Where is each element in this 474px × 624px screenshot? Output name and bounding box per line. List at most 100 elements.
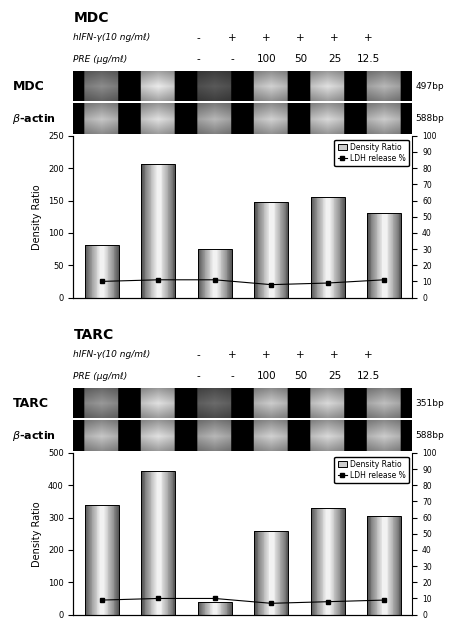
Bar bbox=[199, 249, 200, 298]
Bar bbox=[93, 505, 94, 615]
Bar bbox=[224, 249, 225, 298]
Bar bbox=[170, 163, 171, 298]
Bar bbox=[89, 505, 90, 615]
Bar bbox=[214, 249, 215, 298]
Bar bbox=[337, 197, 338, 298]
Bar bbox=[158, 163, 159, 298]
Bar bbox=[212, 249, 213, 298]
Bar bbox=[92, 505, 93, 615]
Bar bbox=[100, 505, 101, 615]
Bar bbox=[327, 197, 328, 298]
Bar bbox=[367, 516, 401, 615]
Bar bbox=[331, 197, 332, 298]
Bar bbox=[287, 202, 288, 298]
Bar bbox=[163, 163, 164, 298]
Bar bbox=[91, 245, 92, 298]
Bar bbox=[104, 505, 105, 615]
Text: 100: 100 bbox=[257, 371, 276, 381]
Bar bbox=[116, 505, 117, 615]
Bar bbox=[285, 530, 286, 615]
Bar bbox=[281, 202, 282, 298]
Bar bbox=[322, 197, 323, 298]
Bar bbox=[313, 508, 314, 615]
Bar bbox=[158, 470, 159, 615]
Bar bbox=[167, 470, 168, 615]
Bar bbox=[86, 505, 87, 615]
Bar bbox=[114, 505, 115, 615]
Bar bbox=[311, 197, 312, 298]
Bar bbox=[324, 197, 325, 298]
Bar bbox=[275, 202, 276, 298]
Bar bbox=[389, 516, 390, 615]
Text: 50: 50 bbox=[294, 54, 307, 64]
Bar bbox=[329, 508, 330, 615]
Bar bbox=[156, 163, 157, 298]
Bar bbox=[340, 197, 341, 298]
Bar bbox=[101, 245, 102, 298]
Bar bbox=[87, 505, 88, 615]
Bar bbox=[342, 197, 343, 298]
Text: +: + bbox=[262, 350, 271, 360]
Bar bbox=[268, 530, 269, 615]
Bar bbox=[226, 602, 227, 615]
Bar bbox=[214, 602, 215, 615]
Bar bbox=[273, 202, 274, 298]
Bar bbox=[95, 505, 96, 615]
Bar bbox=[169, 163, 170, 298]
Bar bbox=[151, 470, 152, 615]
Bar bbox=[367, 213, 368, 298]
Text: +: + bbox=[228, 350, 237, 360]
Bar bbox=[336, 508, 337, 615]
Bar bbox=[399, 213, 400, 298]
Bar bbox=[344, 197, 345, 298]
Bar bbox=[88, 245, 89, 298]
Bar bbox=[385, 213, 386, 298]
Text: 12.5: 12.5 bbox=[357, 54, 380, 64]
Bar bbox=[143, 163, 144, 298]
Text: MDC: MDC bbox=[12, 80, 44, 92]
Bar bbox=[216, 249, 217, 298]
Bar bbox=[165, 470, 166, 615]
Bar bbox=[371, 213, 372, 298]
Bar bbox=[319, 197, 320, 298]
Bar bbox=[105, 505, 106, 615]
Text: $\beta$-actin: $\beta$-actin bbox=[12, 429, 56, 442]
Bar bbox=[202, 602, 203, 615]
Bar bbox=[102, 245, 103, 298]
Bar bbox=[383, 213, 384, 298]
Bar bbox=[165, 163, 166, 298]
Bar bbox=[372, 213, 373, 298]
Bar bbox=[337, 508, 338, 615]
Bar bbox=[223, 602, 224, 615]
Bar bbox=[258, 530, 259, 615]
Bar bbox=[279, 202, 280, 298]
Bar bbox=[213, 249, 214, 298]
Bar bbox=[283, 202, 284, 298]
Bar bbox=[341, 508, 342, 615]
Text: -: - bbox=[197, 54, 201, 64]
Bar bbox=[168, 163, 169, 298]
Bar bbox=[255, 530, 256, 615]
Text: +: + bbox=[330, 32, 339, 42]
Bar bbox=[150, 470, 151, 615]
Bar bbox=[254, 202, 255, 298]
Bar bbox=[142, 470, 143, 615]
Bar bbox=[207, 249, 208, 298]
Bar bbox=[149, 470, 150, 615]
Bar bbox=[371, 516, 372, 615]
Bar bbox=[117, 505, 118, 615]
Bar bbox=[273, 530, 274, 615]
Bar bbox=[164, 470, 165, 615]
Bar bbox=[229, 249, 230, 298]
Text: $\beta$-actin: $\beta$-actin bbox=[12, 112, 56, 125]
Bar bbox=[224, 602, 225, 615]
Bar bbox=[376, 213, 377, 298]
Bar bbox=[278, 530, 279, 615]
Bar bbox=[218, 602, 219, 615]
Bar bbox=[333, 508, 334, 615]
Text: 25: 25 bbox=[328, 371, 341, 381]
Bar bbox=[263, 202, 264, 298]
Bar bbox=[210, 249, 211, 298]
Bar bbox=[268, 202, 269, 298]
Bar bbox=[380, 516, 381, 615]
